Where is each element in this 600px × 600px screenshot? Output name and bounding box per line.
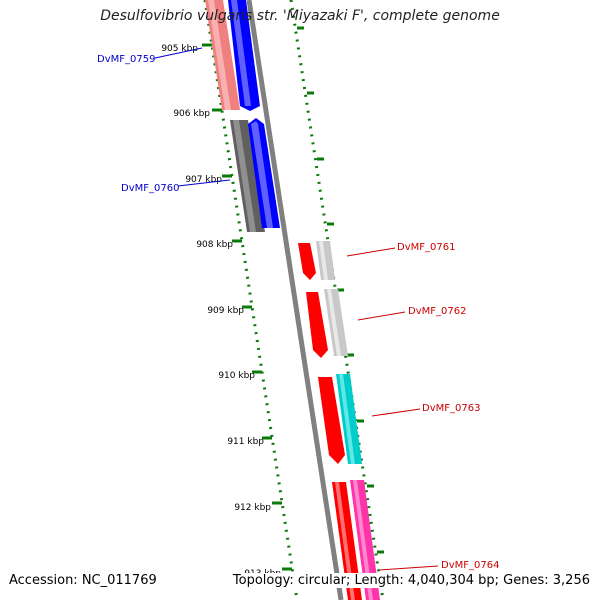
major-ticks-left: [202, 43, 292, 571]
genome-summary-text: Topology: circular; Length: 4,040,304 bp…: [230, 573, 590, 588]
gene-pink-top-highlight: [208, 0, 231, 110]
map-title: Desulfovibrio vulgaris str. 'Miyazaki F'…: [100, 8, 500, 24]
tick-label-906: 906 kbp: [173, 109, 210, 119]
gene-red-0762: [306, 292, 328, 358]
gene-label-0760: DvMF_0760: [121, 183, 179, 194]
major-ticks-right: [297, 26, 384, 554]
gene-label-0759: DvMF_0759: [97, 54, 155, 65]
tick-label-909: 909 kbp: [207, 306, 244, 316]
genome-backbone: [246, 0, 344, 600]
gene-label-0764: DvMF_0764: [441, 560, 499, 571]
gene-label-0762: DvMF_0762: [408, 306, 466, 317]
gene-red-0761: [298, 243, 316, 280]
gene-dark-gray-highlight: [233, 120, 256, 232]
gene-red-0764-hl: [335, 482, 355, 600]
left-dotted-ruler: [203, 0, 299, 600]
gene-label-0763: DvMF_0763: [422, 403, 480, 414]
gene-lightgray-0761-hl: [319, 241, 328, 280]
gene-blue-top-highlight: [231, 0, 251, 106]
tick-label-905: 905 kbp: [161, 44, 198, 54]
label-leaders: [154, 47, 439, 571]
tick-label-907: 907 kbp: [185, 175, 222, 185]
gene-magenta-0764-hl: [353, 480, 373, 600]
accession-text: Accession: NC_011769: [9, 573, 159, 588]
tick-label-908: 908 kbp: [196, 240, 233, 250]
right-dotted-ruler: [289, 0, 385, 600]
gene-cyan-0763-hl: [339, 374, 355, 464]
gene-label-0761: DvMF_0761: [397, 242, 455, 253]
gene-blue-arrow-highlight: [251, 121, 273, 228]
gene-labels: DvMF_0759 DvMF_0760 DvMF_0761 DvMF_0762 …: [97, 54, 499, 571]
tick-label-912: 912 kbp: [234, 503, 271, 513]
gene-features: [205, 0, 380, 600]
gene-red-0763: [318, 377, 345, 464]
tick-label-910: 910 kbp: [218, 371, 255, 381]
tick-label-911: 911 kbp: [227, 437, 264, 447]
gene-lightgray-0762-hl: [327, 289, 341, 356]
